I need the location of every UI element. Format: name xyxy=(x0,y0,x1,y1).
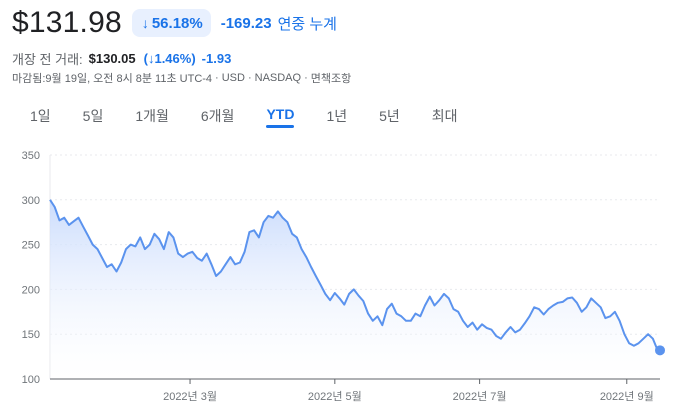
meta-separator: · xyxy=(215,72,219,84)
tab-1y[interactable]: 1년 xyxy=(326,108,348,124)
meta-separator: · xyxy=(247,72,252,84)
tab-5d[interactable]: 5일 xyxy=(82,108,104,124)
price-line xyxy=(49,199,660,352)
premarket-change-absolute: -1.93 xyxy=(201,50,232,66)
ytd-change-absolute: -169.23 xyxy=(220,14,272,32)
premarket-row: 개장 전 거래: $130.05 (↓1.46%) -1.93 xyxy=(12,48,231,68)
price-area-fill xyxy=(50,199,660,379)
premarket-label: 개장 전 거래: xyxy=(12,51,83,67)
x-tick-label: 2022년 7월 xyxy=(453,390,507,403)
close-timestamp: 마감됨:9월 19일, 오전 8시 8분 11초 UTC-4 xyxy=(12,73,213,85)
tab-6m[interactable]: 6개월 xyxy=(200,108,235,124)
ytd-change-percent: 56.18% xyxy=(151,14,203,32)
x-tick-label: 2022년 5월 xyxy=(308,390,362,403)
currency-label: USD xyxy=(221,72,245,84)
y-tick-label: 100 xyxy=(22,374,40,386)
price-chart[interactable]: 350 300 250 200 150 100 2022년 3월 2022년 5월 2022년 … xyxy=(0,140,685,418)
y-tick-label: 250 xyxy=(22,240,40,252)
y-tick-label: 300 xyxy=(22,195,40,207)
meta-separator: · xyxy=(304,72,308,84)
x-tick-label: 2022년 9월 xyxy=(600,390,654,403)
tab-5y[interactable]: 5년 xyxy=(379,108,400,124)
tab-1m[interactable]: 1개월 xyxy=(135,108,169,124)
ytd-change-period-label: 연중 누계 xyxy=(277,15,337,33)
x-tick-label: 2022년 3월 xyxy=(163,390,217,403)
premarket-price: $130.05 xyxy=(88,50,136,66)
quote-meta: 마감됨:9월 19일, 오전 8시 8분 11초 UTC-4 · USD · N… xyxy=(12,70,351,86)
premarket-change-percent: (↓1.46%) xyxy=(143,50,196,66)
range-tabs: 1일 5일 1개월 6개월 YTD 1년 5년 최대 xyxy=(12,100,474,130)
tab-max[interactable]: 최대 xyxy=(431,108,458,124)
tab-ytd[interactable]: YTD xyxy=(250,100,310,130)
arrow-down-icon: ↓ xyxy=(141,15,149,31)
last-price-point xyxy=(655,345,665,356)
quote-header: $131.98 ↓ 56.18% -169.23 연중 누계 xyxy=(12,6,337,40)
disclaimer-link[interactable]: 면책조항 xyxy=(310,73,352,85)
y-tick-label: 150 xyxy=(22,329,40,341)
y-tick-label: 350 xyxy=(22,150,40,162)
ytd-change-badge: ↓ 56.18% xyxy=(131,9,211,37)
price-chart-svg[interactable]: 350 300 250 200 150 100 2022년 3월 2022년 5월 2022년 … xyxy=(0,140,685,418)
current-price: $131.98 xyxy=(12,6,122,39)
y-tick-label: 200 xyxy=(22,284,40,296)
exchange-label: NASDAQ xyxy=(254,72,302,84)
tab-1d[interactable]: 1일 xyxy=(30,108,51,124)
